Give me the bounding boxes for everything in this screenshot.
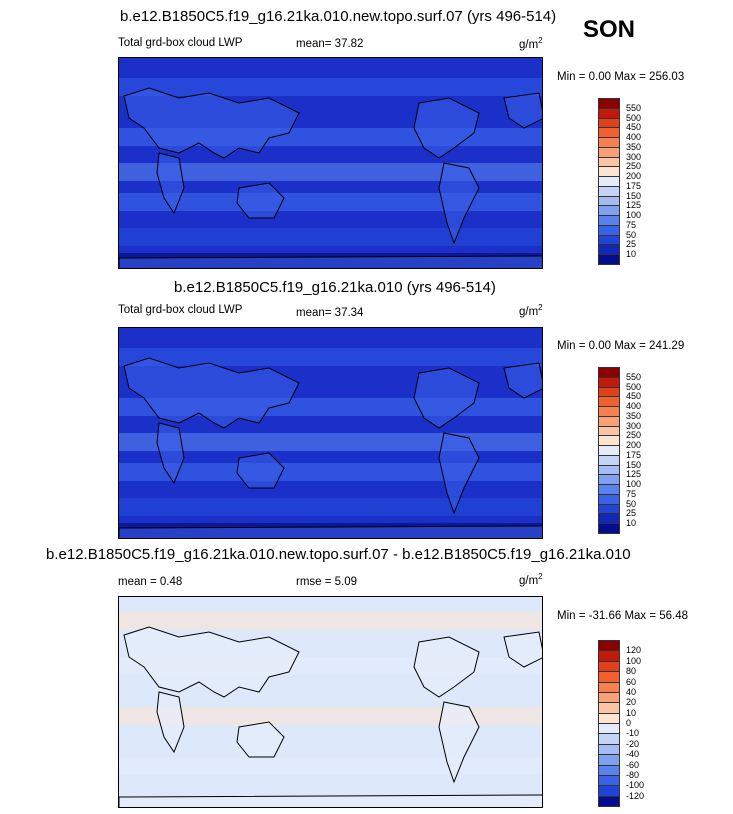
colorbar-tick-label: -100	[626, 780, 645, 791]
panel1-map-field	[119, 58, 542, 268]
panel2-colorbar: 550 500 450 400 350 300 250 200 175 150 125 100 75 50…	[598, 367, 641, 534]
panel3-map-field	[119, 597, 542, 807]
panel2-title: b.e12.B1850C5.f19_g16.21ka.010 (yrs 496-…	[174, 279, 496, 296]
panel1-map	[118, 57, 543, 269]
colorbar-tick-label: 300	[626, 420, 642, 431]
panel1-mean: mean= 37.82	[296, 38, 364, 50]
colorbar-tick-label: 10	[626, 249, 637, 260]
colorbar-tick-label: 500	[626, 381, 642, 392]
colorbar-tick-label: -10	[626, 728, 640, 739]
panel1-variable-label: Total grd-box cloud LWP	[118, 37, 243, 49]
colorbar-tick-label: -60	[626, 759, 640, 770]
colorbar-tick-label: 100	[626, 655, 642, 666]
panel2-minmax: Min = 0.00 Max = 241.29	[557, 340, 685, 352]
colorbar-tick-label: 120	[626, 645, 642, 656]
panel1-minmax: Min = 0.00 Max = 256.03	[557, 71, 685, 83]
colorbar-tick-label: 75	[626, 488, 637, 499]
colorbar-tick-label: 400	[626, 401, 642, 412]
colorbar-tick-label: 50	[626, 498, 637, 509]
colorbar-tick-label: 350	[626, 410, 642, 421]
colorbar-tick-label: -120	[626, 790, 645, 801]
panel2-mean: mean= 37.34	[296, 307, 364, 319]
colorbar-tick-label: -80	[626, 769, 640, 780]
panel3-map	[118, 596, 543, 808]
colorbar-swatch	[598, 523, 620, 534]
colorbar-tick-label: 300	[626, 151, 642, 162]
colorbar-tick-label: 20	[626, 697, 637, 708]
colorbar-tick-label: 150	[626, 459, 642, 470]
panel2-map-field	[119, 328, 542, 538]
panel2-variable-label: Total grd-box cloud LWP	[118, 304, 243, 316]
colorbar-tick-label: 250	[626, 430, 642, 441]
colorbar-tick-label: -20	[626, 738, 640, 749]
colorbar-tick-label: 50	[626, 229, 637, 240]
colorbar-tick-label: 175	[626, 449, 642, 460]
colorbar-tick-label: 40	[626, 686, 637, 697]
colorbar-tick-label: 125	[626, 200, 642, 211]
colorbar-tick-label: 200	[626, 440, 642, 451]
panel3-title: b.e12.B1850C5.f19_g16.21ka.010.new.topo.…	[46, 546, 631, 563]
colorbar-tick-label: 80	[626, 666, 637, 677]
colorbar-tick-label: 350	[626, 141, 642, 152]
colorbar-tick-label: 10	[626, 518, 637, 529]
colorbar-tick-label: 450	[626, 122, 642, 133]
panel1-colorbar: 550 500 450 400 350 300 250 200 175 150 125 100 75 50…	[598, 98, 641, 265]
colorbar-tick-label: 100	[626, 210, 642, 221]
panel2-map	[118, 327, 543, 539]
colorbar-tick-label: 175	[626, 180, 642, 191]
colorbar-tick-label: 550	[626, 371, 642, 382]
colorbar-tick-label: 550	[626, 102, 642, 113]
colorbar-tick-label: 25	[626, 508, 637, 519]
colorbar-swatch	[598, 795, 620, 807]
panel3-mean: mean = 0.48	[118, 576, 183, 588]
season-label: SON	[583, 16, 636, 43]
panel3-minmax: Min = -31.66 Max = 56.48	[557, 610, 689, 622]
colorbar-tick-label: 60	[626, 676, 637, 687]
colorbar-tick-label: 400	[626, 132, 642, 143]
colorbar-tick-label: 200	[626, 171, 642, 182]
colorbar-tick-label: 450	[626, 391, 642, 402]
colorbar-tick-label: 500	[626, 112, 642, 123]
colorbar-swatch	[598, 254, 620, 265]
panel3-units: g/m2	[519, 572, 543, 587]
colorbar-tick-label: 150	[626, 190, 642, 201]
colorbar-tick-label: 0	[626, 718, 632, 728]
colorbar-tick-label: 100	[626, 479, 642, 490]
panel3-colorbar: 120 100 80 60 40 20 10 0 -10 -20 -40 -60 -80 -100 -120	[598, 640, 644, 807]
colorbar-tick-label: 25	[626, 239, 637, 250]
panel2-units: g/m2	[519, 303, 543, 318]
panel1-units: g/m2	[519, 36, 543, 51]
colorbar-tick-label: 250	[626, 161, 642, 172]
colorbar-tick-label: 75	[626, 219, 637, 230]
panel1-title: b.e12.B1850C5.f19_g16.21ka.010.new.topo.…	[120, 8, 557, 25]
colorbar-tick-label: 125	[626, 469, 642, 480]
colorbar-tick-label: -40	[626, 749, 640, 760]
panel3-rmse: rmse = 5.09	[296, 576, 358, 588]
colorbar-tick-label: 10	[626, 707, 637, 718]
